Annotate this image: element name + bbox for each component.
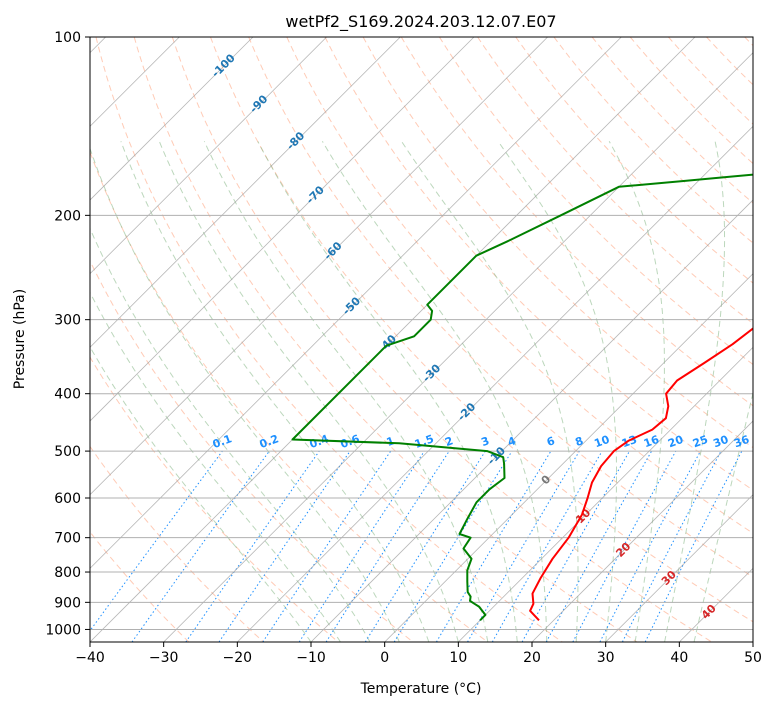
mixing-ratio-line (491, 450, 603, 642)
x-tick-label: −30 (149, 650, 179, 666)
mixing-ratio-label: 6 (545, 434, 557, 449)
isotherm-line (90, 37, 622, 569)
x-tick-label: −10 (296, 650, 326, 666)
isotherm-line (90, 37, 254, 201)
mixing-ratio-label: 16 (642, 433, 661, 451)
x-axis-label: Temperature (°C) (360, 681, 482, 697)
dry-adiabat (90, 445, 264, 642)
isotherm-line (458, 346, 753, 642)
mixing-ratio-label: 0.4 (308, 432, 331, 451)
dry-adiabat (248, 37, 753, 578)
x-axis-ticks: −40 −30 −20 −10 0 10 20 30 40 50 (75, 642, 762, 666)
mixing-ratio-line (90, 450, 223, 632)
chart-title: wetPf2_S169.2024.203.12.07.E07 (285, 12, 556, 32)
mixing-ratio-line (131, 450, 270, 642)
dry-adiabat (553, 37, 753, 244)
x-tick-label: 40 (670, 650, 688, 666)
dry-adiabat (324, 37, 753, 491)
isotherm-line (90, 37, 696, 642)
mixing-ratio-line (467, 450, 580, 642)
dry-adiabat (95, 37, 563, 642)
mixing-ratio-label: 0.2 (258, 432, 281, 451)
mixing-ratio-line (325, 450, 450, 642)
isotherm-line (384, 273, 753, 642)
isotherm-line (531, 420, 753, 642)
mixing-ratio-label: 4 (506, 434, 518, 449)
y-tick-label: 900 (54, 595, 81, 611)
isotherm-line (163, 52, 753, 642)
y-tick-label: 500 (54, 444, 81, 460)
mixing-ratio-line (572, 450, 677, 642)
x-tick-label: −20 (223, 650, 253, 666)
dry-adiabat (210, 37, 753, 623)
mixing-ratio-label: 8 (573, 434, 585, 449)
pressure-grid (90, 37, 753, 630)
y-tick-label: 400 (54, 387, 81, 403)
mixing-ratio-line (435, 450, 552, 642)
mixing-ratio-label: 25 (691, 433, 710, 450)
y-tick-label: 100 (54, 30, 81, 46)
dry-adiabat (400, 37, 753, 407)
dewpoint-profile (291, 173, 753, 622)
mixing-ratio-line (218, 450, 351, 642)
mixing-ratio-line (262, 450, 392, 642)
sounding-profiles (291, 173, 753, 622)
dry-adiabat (438, 37, 753, 366)
isotherm-line (90, 37, 548, 496)
y-tick-label: 200 (54, 208, 81, 224)
dry-adiabat (133, 37, 638, 642)
isotherm-line (90, 37, 401, 348)
isotherm-line (237, 125, 753, 642)
mixing-ratio-label: 0.1 (211, 432, 234, 451)
x-tick-label: 0 (380, 650, 389, 666)
y-tick-label: 300 (54, 313, 81, 329)
plot-area (90, 37, 753, 642)
y-axis-ticks: 100 200 300 400 500 600 700 800 900 1000 (45, 30, 90, 638)
mixing-ratio-label: 10 (593, 433, 612, 451)
dry-adiabat (90, 356, 339, 642)
mixing-ratio-line (298, 450, 425, 642)
temperature-profile (529, 327, 753, 621)
mixing-ratio-label: 2 (443, 434, 455, 449)
mixing-ratio-line (599, 450, 701, 642)
mixing-ratio-label: 20 (666, 433, 685, 451)
y-tick-label: 1000 (45, 622, 81, 638)
x-tick-label: 20 (523, 650, 541, 666)
y-tick-label: 600 (54, 491, 81, 507)
isotherm-line (90, 37, 475, 422)
mixing-ratio-line (185, 450, 320, 642)
isotherm-line (310, 199, 753, 642)
dry-adiabat (286, 37, 753, 534)
isotherm-line (605, 494, 753, 642)
x-tick-label: −40 (75, 650, 105, 666)
plot-frame (89, 36, 754, 643)
dry-adiabat (591, 37, 753, 204)
mixing-ratio-label: 3 (479, 434, 491, 449)
mixing-ratio-line (545, 450, 653, 642)
mixing-ratio-label: 36 (732, 433, 751, 451)
isotherm-line (90, 37, 327, 275)
dry-adiabat (171, 37, 712, 642)
x-tick-label: 10 (449, 650, 467, 666)
mixing-ratio-line (644, 450, 743, 642)
mixing-ratio-label: 30 (711, 433, 730, 451)
y-tick-label: 800 (54, 565, 81, 581)
dry-adiabat (90, 259, 414, 642)
mixing-ratio-label: 1 (385, 434, 397, 449)
y-tick-label: 700 (54, 531, 81, 547)
x-tick-label: 30 (597, 650, 615, 666)
y-axis-label: Pressure (hPa) (12, 289, 28, 389)
x-tick-label: 50 (744, 650, 762, 666)
